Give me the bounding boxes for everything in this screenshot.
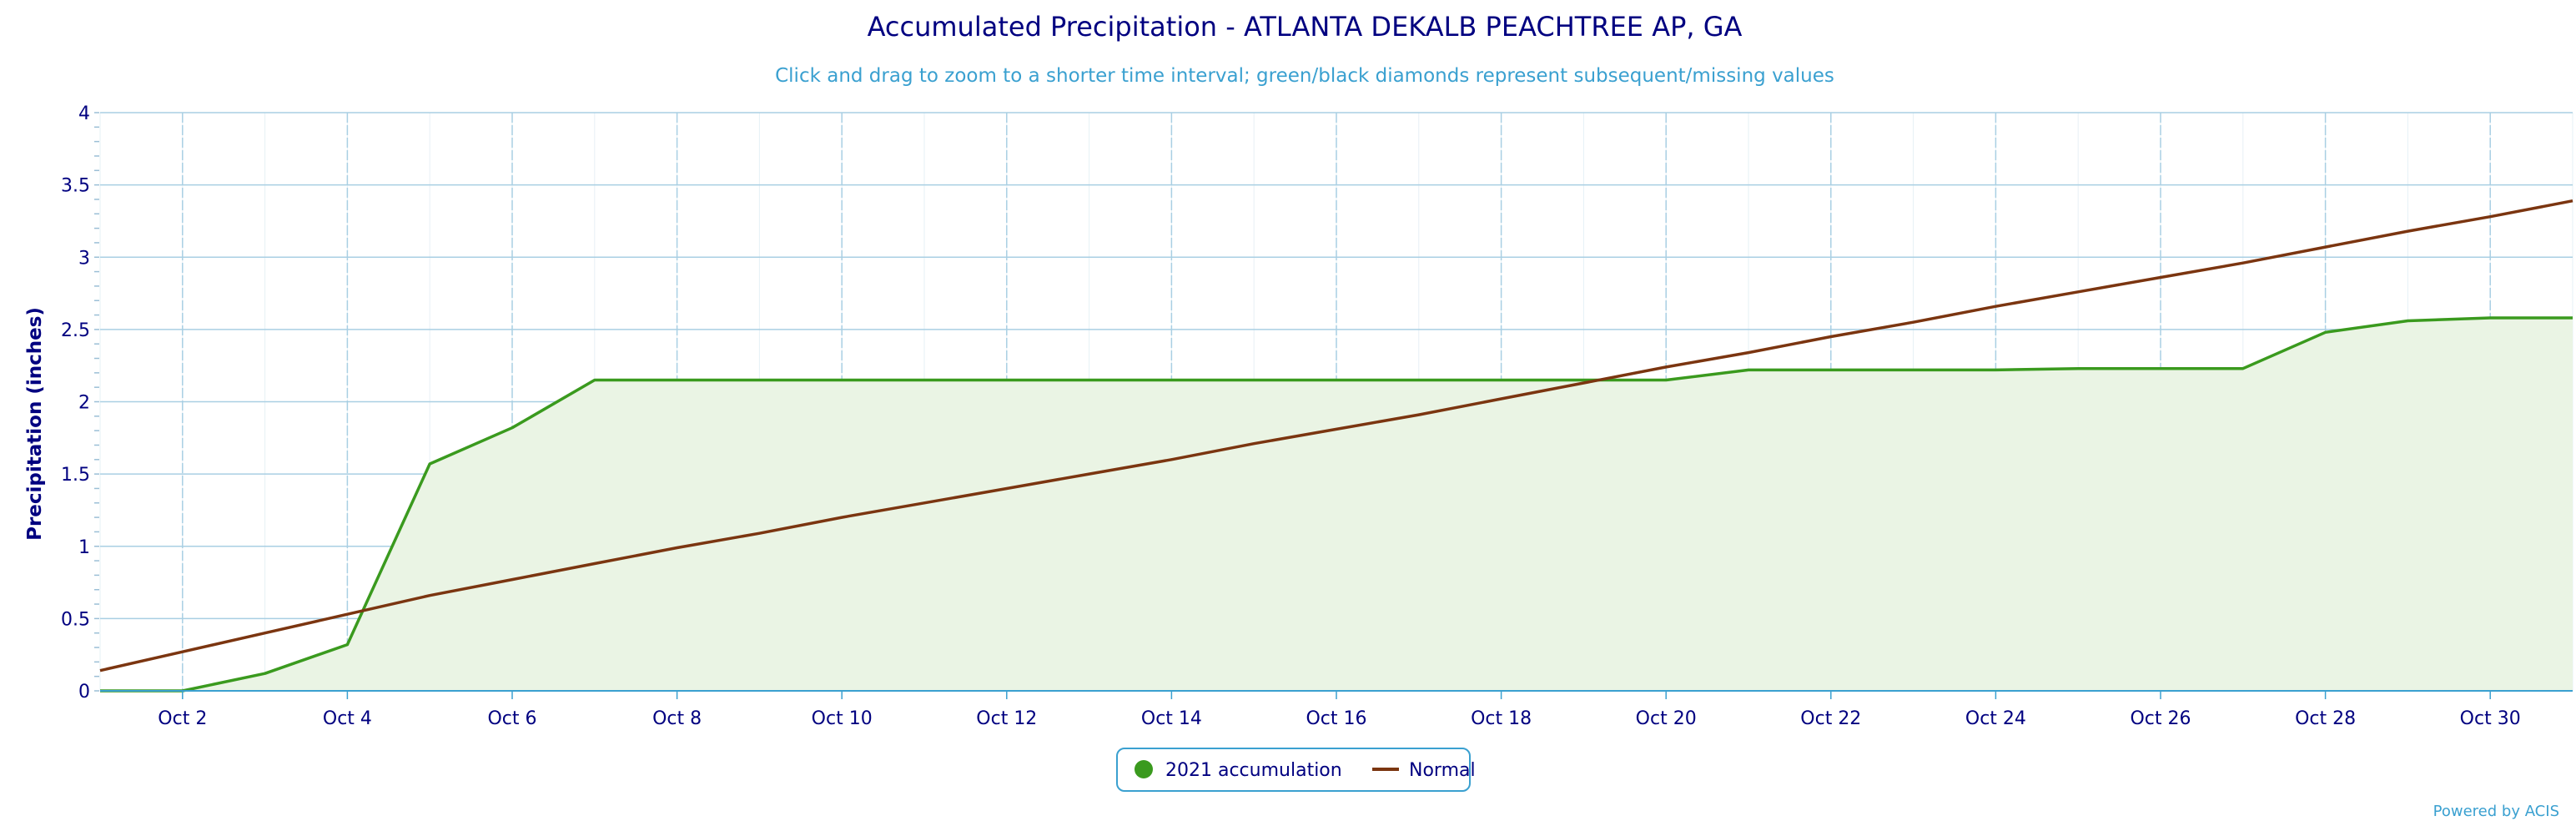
- y-tick-label: 3.5: [61, 176, 90, 197]
- x-tick-label: Oct 10: [812, 708, 873, 729]
- y-tick-label: 2: [78, 393, 90, 414]
- legend-label-normal: Normal: [1409, 760, 1476, 781]
- credit-link[interactable]: Powered by ACIS: [2433, 803, 2559, 820]
- x-tick-label: Oct 26: [2130, 708, 2191, 729]
- y-axis: 0 0.5 1 1.5 2 2.5 3 3.5 4: [61, 103, 99, 703]
- y-tick-label: 0: [78, 682, 90, 703]
- y-tick-label: 1: [78, 537, 90, 558]
- y-tick-label: 3: [78, 248, 90, 269]
- area-fill-2021-accumulation: [100, 318, 2573, 691]
- y-tick-label: 0.5: [61, 609, 90, 630]
- x-tick-label: Oct 28: [2295, 708, 2356, 729]
- series-line-2021-accumulation[interactable]: [100, 316, 2573, 693]
- y-tick-label: 1.5: [61, 465, 90, 486]
- legend-marker-2021-accumulation: [1135, 760, 1153, 778]
- x-axis: Oct 2 Oct 4 Oct 6 Oct 8 Oct 10 Oct 12 Oct 14 Oc…: [100, 690, 2573, 729]
- y-axis-title: Precipitation (inches): [24, 307, 46, 541]
- x-tick-label: Oct 2: [158, 708, 207, 729]
- legend[interactable]: 2021 accumulation Normal: [1116, 748, 1476, 792]
- legend-item-normal[interactable]: Normal: [1372, 760, 1476, 781]
- series-line-normal[interactable]: [99, 199, 2573, 672]
- x-tick-label: Oct 14: [1141, 708, 1202, 729]
- y-tick-label: 2.5: [61, 320, 90, 341]
- chart-title: Accumulated Precipitation - ATLANTA DEKA…: [868, 11, 1743, 43]
- legend-box: [1116, 748, 1471, 792]
- chart-subtitle: Click and drag to zoom to a shorter time…: [775, 65, 1834, 87]
- legend-label-2021-accumulation: 2021 accumulation: [1165, 760, 1342, 781]
- x-tick-label: Oct 8: [652, 708, 702, 729]
- x-tick-label: Oct 24: [1965, 708, 2026, 729]
- x-tick-label: Oct 12: [976, 708, 1037, 729]
- x-tick-label: Oct 30: [2460, 708, 2521, 729]
- x-tick-label: Oct 16: [1306, 708, 1366, 729]
- x-tick-label: Oct 4: [323, 708, 372, 729]
- x-tick-label: Oct 22: [1800, 708, 1861, 729]
- y-tick-label: 4: [78, 103, 90, 124]
- x-tick-label: Oct 20: [1636, 708, 1697, 729]
- x-tick-label: Oct 18: [1471, 708, 1532, 729]
- series-layer: [99, 199, 2573, 693]
- x-tick-label: Oct 6: [487, 708, 536, 729]
- legend-item-2021-accumulation[interactable]: 2021 accumulation: [1135, 760, 1342, 781]
